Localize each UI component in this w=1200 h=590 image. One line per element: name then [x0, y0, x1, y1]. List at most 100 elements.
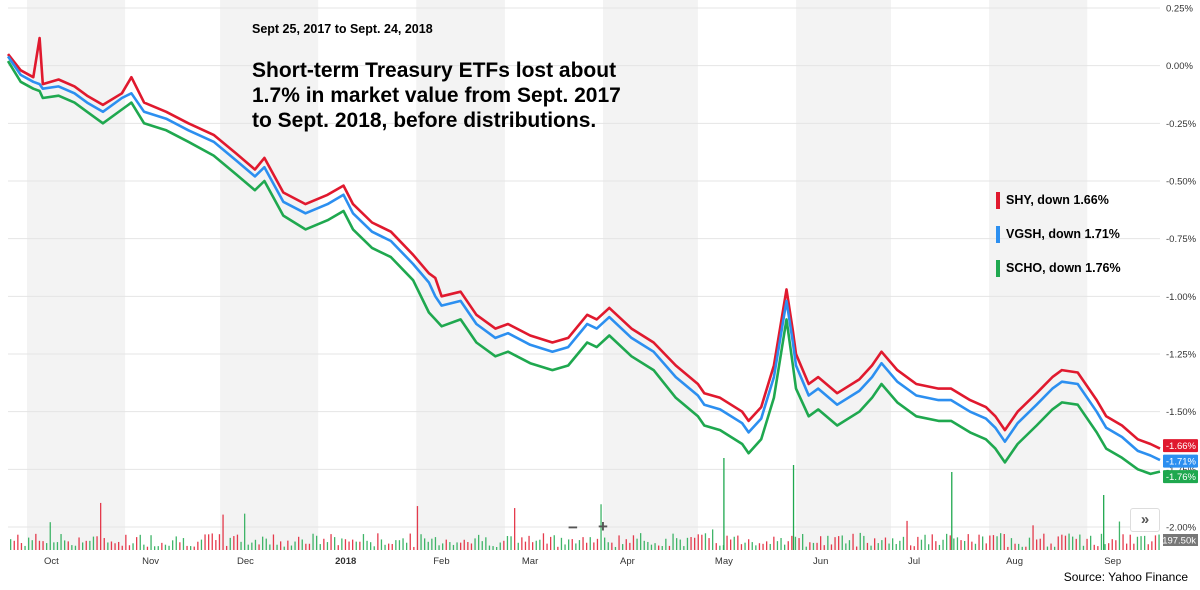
volume-bar [71, 545, 73, 550]
volume-bar [902, 536, 905, 550]
volume-bar [996, 536, 998, 550]
volume-bar [924, 534, 926, 550]
volume-bar [683, 546, 685, 550]
volume-bar [575, 543, 577, 550]
volume-bar [233, 536, 235, 550]
legend-item-shy: SHY, down 1.66% [996, 191, 1121, 209]
volume-bar [712, 529, 714, 550]
volume-bar [316, 535, 318, 550]
volume-bar [1115, 540, 1117, 550]
volume-bar [10, 539, 12, 550]
volume-bar [643, 540, 645, 550]
end-badge-label-1: -1.71% [1166, 457, 1197, 468]
volume-bar [899, 540, 901, 550]
volume-bar [820, 536, 822, 550]
y-tick-label: -0.75% [1166, 234, 1197, 245]
volume-bar [485, 537, 487, 550]
volume-bar [1079, 534, 1081, 550]
volume-bar [838, 536, 840, 550]
collapse-icon[interactable]: » [1130, 508, 1160, 532]
volume-bar [218, 534, 221, 550]
volume-bar [409, 533, 411, 550]
volume-bar [888, 543, 890, 550]
volume-bar [816, 542, 818, 550]
volume-bar [560, 537, 563, 550]
volume-bar [812, 542, 815, 550]
end-badge-label-0: -1.66% [1166, 441, 1197, 452]
volume-bar [157, 546, 159, 550]
volume-bar [542, 533, 545, 550]
volume-bar [474, 538, 476, 550]
volume-bar [931, 534, 933, 550]
volume-bar [1072, 536, 1074, 550]
volume-bar [935, 541, 937, 550]
volume-bar [1054, 546, 1056, 550]
volume-bar [46, 543, 48, 550]
x-tick-label: Dec [237, 556, 254, 567]
zoom-out-button[interactable]: − [568, 518, 578, 537]
volume-bar [391, 543, 393, 550]
volume-bar [661, 546, 663, 550]
volume-bar [222, 514, 224, 550]
volume-spike [951, 472, 953, 550]
volume-bar [107, 542, 109, 550]
volume-bar [481, 541, 483, 550]
volume-bar [305, 543, 307, 550]
x-tick-label: Jul [908, 556, 920, 567]
volume-bar [64, 540, 66, 550]
volume-bar [971, 541, 973, 550]
volume-bar [517, 542, 519, 550]
volume-bar [208, 534, 210, 550]
volume-bar [229, 537, 231, 550]
volume-bar [618, 535, 620, 550]
volume-bar [193, 546, 195, 550]
volume-bar [780, 538, 782, 550]
volume-bar [823, 545, 825, 550]
volume-bar [190, 546, 192, 550]
volume-bar [215, 540, 217, 550]
volume-bar [200, 539, 203, 550]
volume-bar [539, 539, 541, 550]
series-line-0 [6, 36, 1161, 450]
volume-bar [564, 544, 566, 550]
volume-bar [341, 538, 343, 550]
volume-bar [434, 537, 437, 550]
volume-bar [20, 543, 23, 550]
volume-bar [679, 539, 681, 550]
volume-bar [852, 533, 854, 550]
volume-bar [978, 534, 980, 550]
volume-bar [427, 541, 429, 550]
volume-bar [1151, 541, 1153, 550]
volume-bar [139, 534, 141, 550]
volume-bar [848, 540, 851, 550]
volume-bar [582, 537, 584, 550]
legend-item-scho: SCHO, down 1.76% [996, 259, 1121, 277]
volume-bar [1118, 521, 1121, 550]
legend-swatch-scho [996, 259, 1000, 277]
volume-bar [308, 543, 311, 550]
volume-bar [362, 534, 365, 550]
volume-bar [1093, 544, 1095, 550]
volume-bar [244, 513, 246, 550]
volume-bar [1061, 534, 1063, 550]
legend-item-vgsh: VGSH, down 1.71% [996, 225, 1121, 243]
volume-bar [805, 546, 807, 550]
volume-bar [478, 534, 480, 550]
month-band [26, 0, 126, 550]
volume-bar [355, 541, 357, 550]
volume-bar [49, 522, 51, 550]
volume-bar [514, 508, 516, 550]
volume-bar [733, 536, 735, 550]
volume-bar [755, 545, 757, 550]
volume-bar [1158, 534, 1160, 550]
volume-bar [424, 538, 426, 550]
volume-bar [748, 539, 750, 550]
volume-bar [460, 542, 462, 550]
zoom-in-button[interactable]: + [598, 517, 608, 536]
volume-bar [85, 540, 87, 550]
x-tick-label: Aug [1006, 556, 1023, 567]
volume-bar [100, 502, 102, 550]
x-tick-label: Mar [522, 556, 538, 567]
